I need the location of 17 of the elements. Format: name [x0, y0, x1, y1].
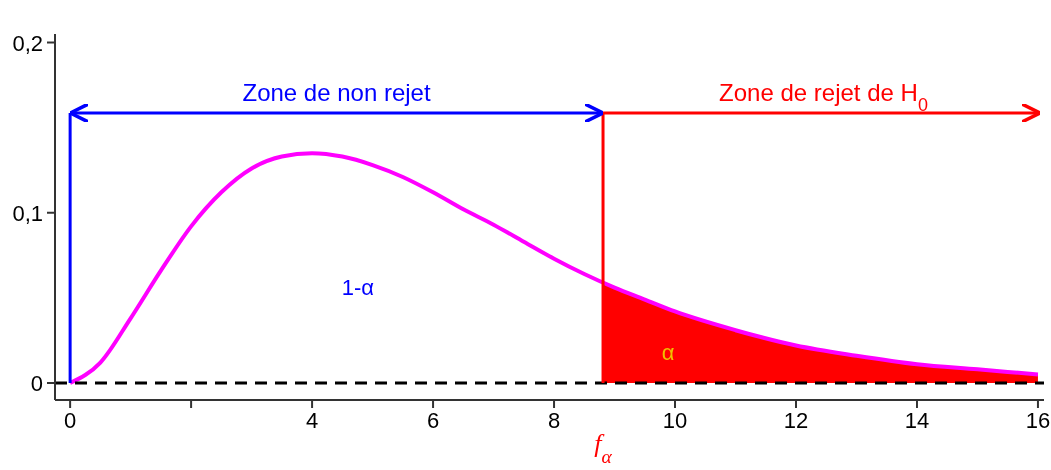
y-tick-label: 0,2 [12, 30, 43, 56]
x-tick-label: 12 [783, 408, 809, 433]
x-tick-label: 10 [662, 408, 688, 433]
y-tick-label: 0,1 [12, 200, 43, 226]
annotation: Zone de rejet de H$_{0}$ [719, 79, 928, 115]
x-tick-label: 0 [64, 408, 77, 433]
ref-line-label: f$_{α}$ [594, 429, 613, 467]
x-tick-label: 14 [904, 408, 930, 433]
annotation: Zone de non rejet [242, 79, 431, 106]
annotation: α [661, 340, 675, 365]
y-tick-label: 0 [30, 370, 43, 396]
x-tick-label: 8 [547, 408, 561, 433]
x-tick-label: 6 [426, 408, 440, 433]
annotation: 1-α [341, 275, 375, 300]
line-series [68, 151, 1040, 385]
x-tick-label: 4 [305, 408, 319, 433]
x-tick-label: 16 [1025, 408, 1051, 433]
